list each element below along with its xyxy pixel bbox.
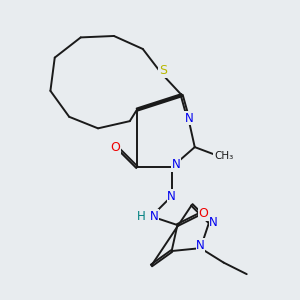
Text: N: N: [196, 239, 205, 252]
Text: N: N: [150, 210, 159, 223]
Text: O: O: [110, 141, 120, 154]
Text: S: S: [159, 64, 167, 77]
Text: O: O: [199, 207, 208, 220]
Text: CH₃: CH₃: [214, 151, 233, 161]
Text: N: N: [167, 190, 176, 203]
Text: H: H: [137, 210, 146, 223]
Text: N: N: [184, 112, 193, 125]
Text: N: N: [172, 158, 180, 171]
Text: N: N: [209, 216, 218, 229]
